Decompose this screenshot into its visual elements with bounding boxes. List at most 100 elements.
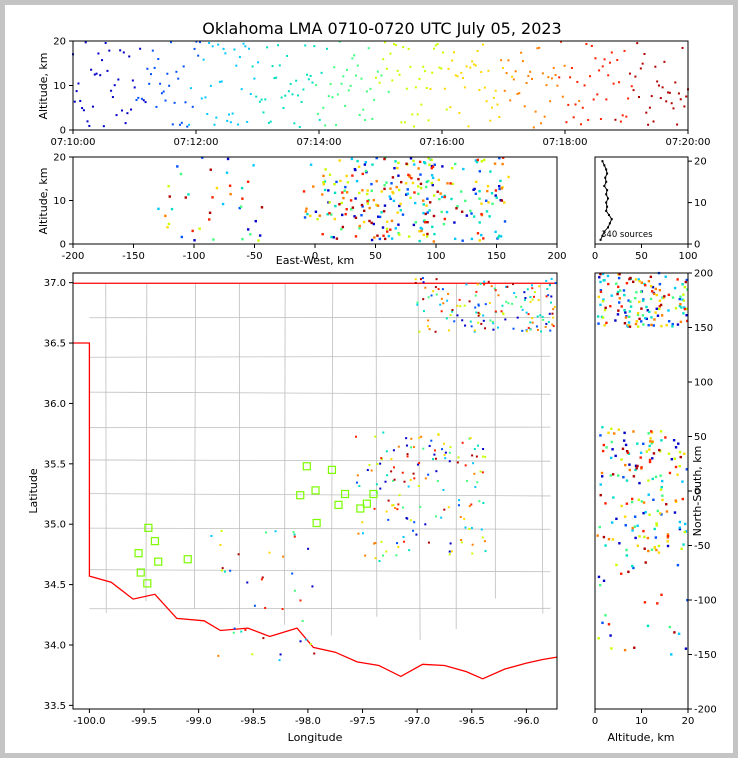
altitude-ns-source-point bbox=[606, 274, 610, 278]
altitude-ns-source-point bbox=[677, 442, 680, 445]
ew-altitude-source-point bbox=[340, 228, 343, 231]
plan-view-source-point bbox=[292, 531, 295, 534]
plan-view-source-point bbox=[232, 631, 235, 634]
lma-station-marker bbox=[154, 557, 163, 566]
plan-view-source-point bbox=[449, 314, 452, 317]
plan-view-source-point bbox=[361, 521, 364, 524]
time-altitude-source-point bbox=[289, 82, 292, 85]
time-altitude-source-point bbox=[215, 116, 218, 119]
plan-view-source-point bbox=[442, 442, 445, 445]
plan-view-source-point bbox=[474, 486, 477, 489]
county-boundary bbox=[89, 527, 551, 530]
plan-view-source-point bbox=[416, 463, 419, 466]
ew-altitude-source-point bbox=[418, 230, 421, 233]
altitude-ns-source-point bbox=[625, 449, 629, 453]
plan-view-source-point bbox=[477, 321, 480, 324]
altitude-ns-source-point bbox=[641, 299, 645, 302]
time-altitude-source-point bbox=[543, 115, 546, 118]
plan-view-source-point bbox=[476, 283, 479, 286]
ew-altitude-source-point bbox=[478, 239, 481, 242]
altitude-ns-source-point bbox=[638, 535, 641, 538]
time-altitude-source-point bbox=[482, 43, 484, 46]
ew-altitude-source-point bbox=[483, 158, 486, 162]
plan-view-source-point bbox=[477, 304, 480, 307]
county-boundary bbox=[417, 283, 421, 640]
ew-altitude-source-point bbox=[305, 207, 308, 210]
ew-altitude-source-point bbox=[432, 214, 436, 218]
ew-altitude-source-point bbox=[398, 204, 401, 208]
altitude-ns-source-point bbox=[599, 483, 602, 486]
time-altitude-source-point bbox=[126, 112, 129, 115]
altitude-ns-source-point bbox=[616, 313, 620, 316]
altitude-ns-source-point bbox=[599, 288, 603, 292]
plan-view-ytick-label: 35.0 bbox=[44, 520, 66, 531]
time-altitude-source-point bbox=[647, 123, 650, 126]
altitude-ns-source-point bbox=[661, 498, 664, 502]
altitude-ns-source-point bbox=[655, 548, 658, 552]
altitude-ns-source-point bbox=[602, 535, 606, 539]
altitude-ns-source-point bbox=[683, 530, 686, 534]
altitude-ns-source-point bbox=[632, 475, 636, 478]
ew-altitude-source-point bbox=[422, 203, 425, 206]
altitude-ns-source-point bbox=[599, 272, 602, 276]
histogram-ytick-label: 10 bbox=[694, 198, 707, 209]
time-altitude-source-point bbox=[440, 67, 443, 70]
altitude-ns-source-point bbox=[597, 575, 601, 579]
ew-altitude-source-point bbox=[390, 182, 393, 185]
plan-view-source-point bbox=[473, 447, 476, 450]
time-altitude-source-point bbox=[151, 49, 154, 52]
altitude-ns-source-point bbox=[678, 464, 681, 468]
ew-altitude-source-point bbox=[397, 223, 400, 226]
time-altitude-source-point bbox=[195, 40, 198, 43]
ew-altitude-source-point bbox=[405, 162, 408, 165]
ew-altitude-source-point bbox=[480, 212, 483, 216]
altitude-ns-source-point bbox=[640, 281, 644, 284]
time-altitude-source-point bbox=[180, 121, 183, 124]
plan-view-ytick-label: 36.0 bbox=[44, 399, 66, 410]
altitude-ns-source-point bbox=[642, 323, 645, 326]
plan-view-source-point bbox=[396, 542, 399, 545]
time-altitude-source-point bbox=[226, 119, 229, 122]
plan-view-source-point bbox=[551, 323, 554, 326]
altitude-ns-source-point bbox=[610, 647, 613, 650]
time-altitude-source-point bbox=[518, 92, 521, 95]
plan-view-source-point bbox=[487, 280, 490, 283]
plan-view-source-point bbox=[473, 329, 476, 332]
altitude-ns-source-point bbox=[664, 275, 667, 278]
plan-view-source-point bbox=[413, 477, 416, 480]
altitude-ns-source-point bbox=[624, 463, 627, 467]
time-altitude-source-point bbox=[182, 65, 185, 68]
ew-altitude-source-point bbox=[377, 215, 380, 218]
plan-view-source-point bbox=[405, 444, 408, 447]
ew-altitude-source-point bbox=[366, 202, 370, 205]
ew-altitude-source-point bbox=[394, 227, 397, 230]
plan-view-source-point bbox=[313, 652, 316, 655]
time-altitude-source-point bbox=[545, 84, 548, 87]
plan-view-source-point bbox=[244, 628, 247, 631]
lma-station-marker bbox=[356, 504, 365, 513]
plan-view-source-point bbox=[419, 278, 422, 281]
ew-altitude-xlabel: East-West, km bbox=[276, 254, 354, 267]
time-altitude-source-point bbox=[589, 75, 592, 78]
altitude-ns-source-point bbox=[642, 511, 645, 515]
plan-view-source-point bbox=[391, 504, 394, 507]
time-altitude-source-point bbox=[436, 43, 439, 46]
altitude-ns-source-point bbox=[624, 311, 627, 314]
altitude-ns-source-point bbox=[662, 296, 665, 300]
plan-view-source-point bbox=[550, 301, 553, 304]
time-altitude-source-point bbox=[313, 45, 316, 48]
time-altitude-source-point bbox=[211, 45, 214, 48]
altitude-ns-source-point bbox=[649, 440, 652, 443]
plan-view-source-point bbox=[536, 315, 539, 318]
time-altitude-source-point bbox=[320, 71, 323, 74]
plan-view-source-point bbox=[392, 479, 395, 482]
time-altitude-source-point bbox=[177, 77, 180, 80]
plan-view-source-point bbox=[448, 451, 451, 454]
plan-view-source-point bbox=[550, 295, 553, 298]
histogram-ytick-label: 0 bbox=[694, 240, 700, 251]
altitude-ns-source-point bbox=[645, 450, 649, 453]
time-altitude-source-point bbox=[443, 87, 446, 90]
altitude-ns-source-point bbox=[686, 598, 689, 602]
plan-view-source-point bbox=[451, 310, 454, 313]
